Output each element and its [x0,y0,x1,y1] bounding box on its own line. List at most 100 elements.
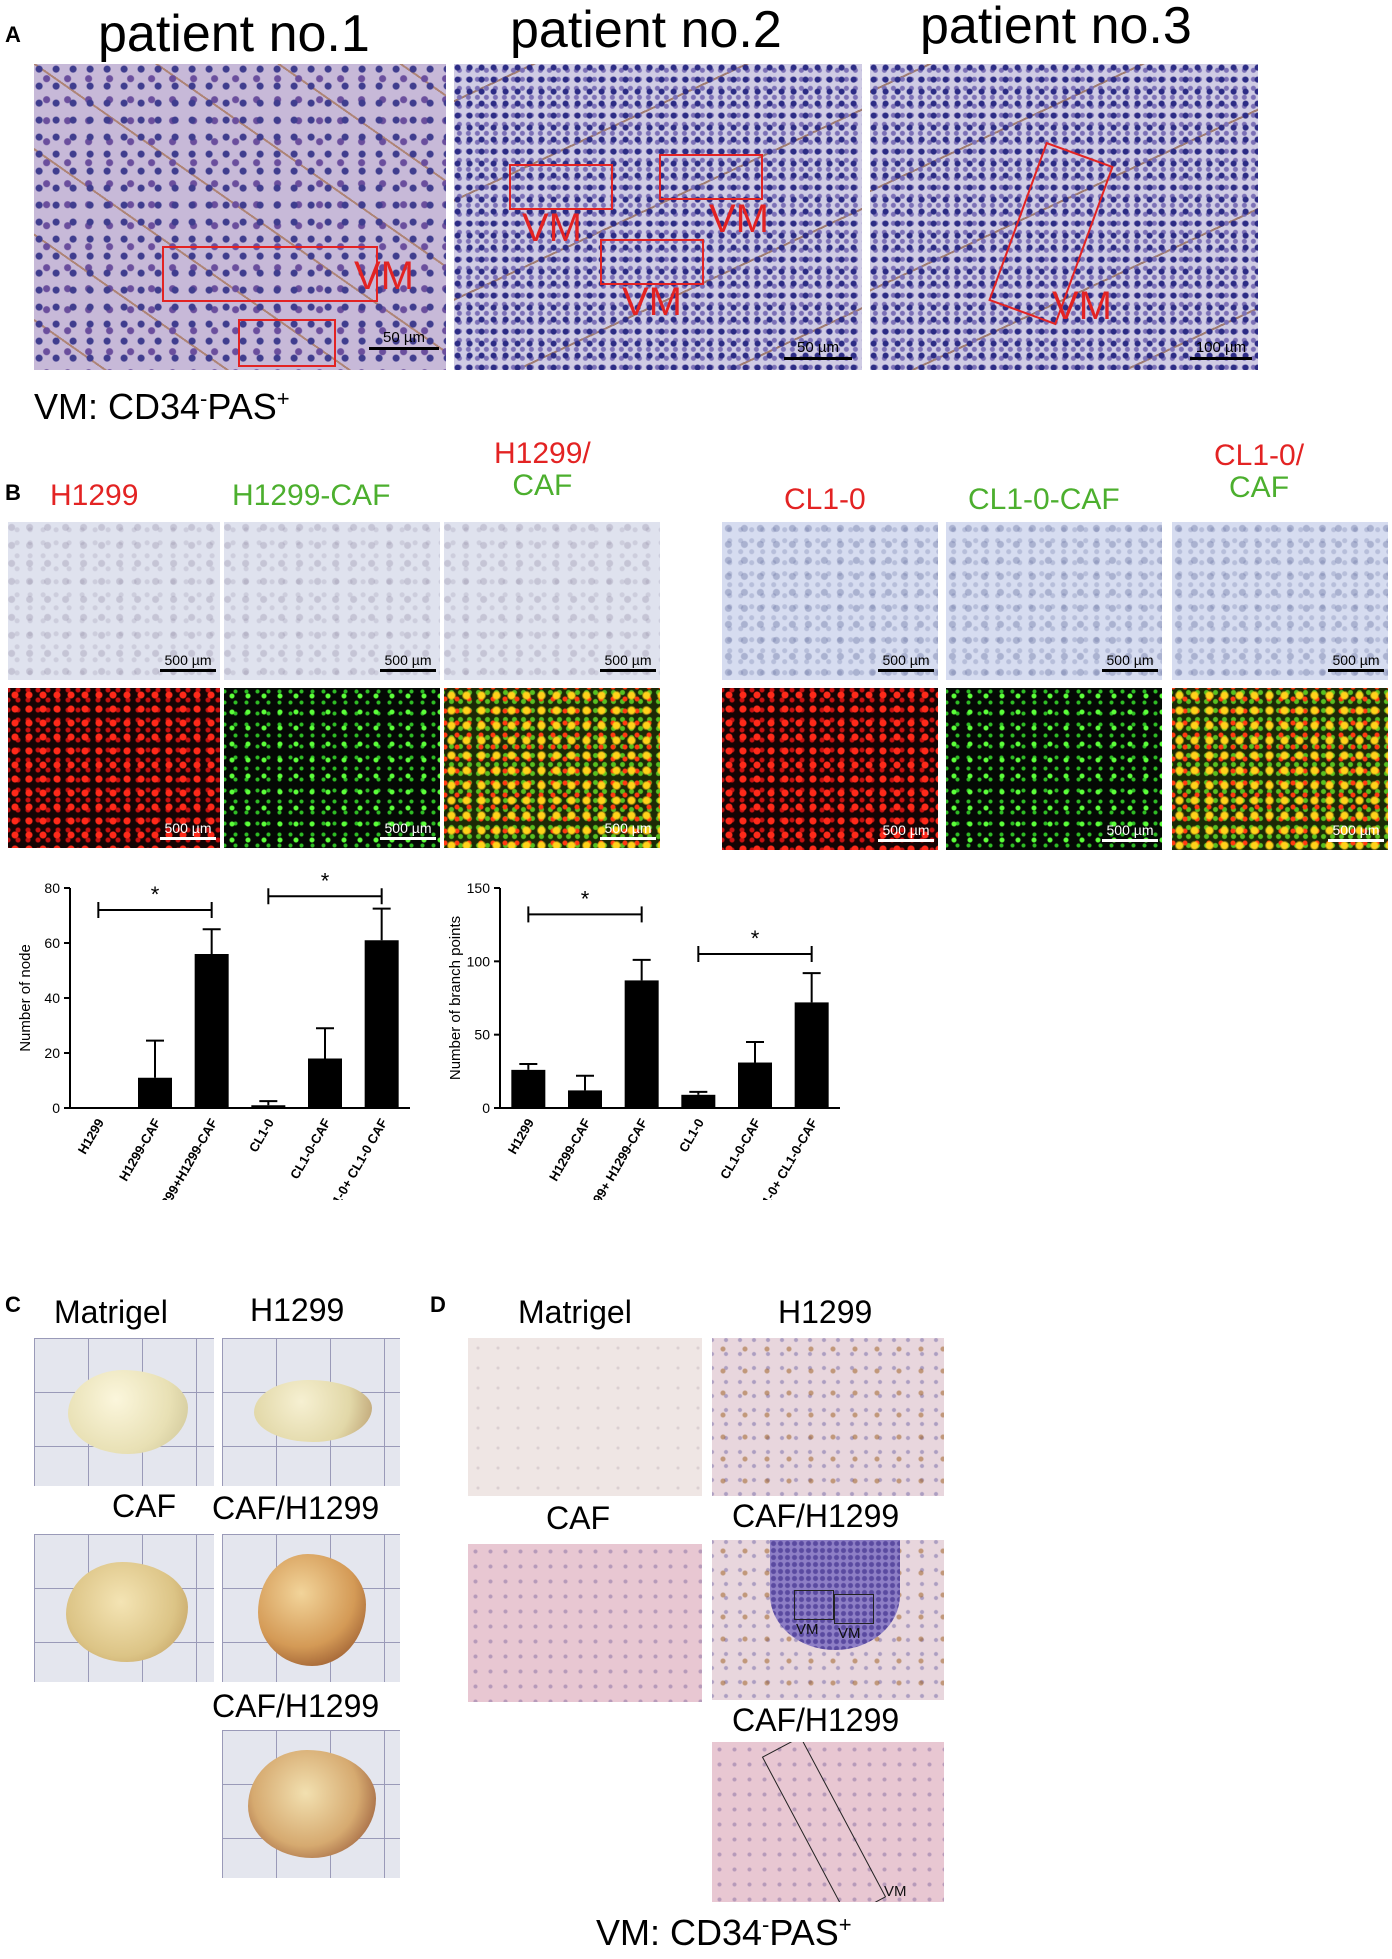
x-tick-label: CL1-0-CAF [717,1116,764,1182]
scale-bar: 50 µm [369,329,439,350]
y-tick-label: 60 [44,935,60,951]
scale-bar: 500 µm [1328,652,1384,672]
bar [194,954,229,1108]
bar [738,1062,772,1108]
vm-label: VM [522,206,582,250]
matrigel-plug-label: Matrigel [54,1294,168,1330]
x-tick-label: H1299 [505,1116,537,1157]
scale-bar: 100 µm [1190,339,1252,360]
panel-letter-b: B [5,480,21,505]
scale-bar: 500 µm [380,652,436,672]
vm-box [509,164,613,210]
caf-h1299-plug-label-2: CAF/H1299 [212,1688,380,1724]
cl10-caf-coculture-label: CL1-0/CAF [1214,439,1305,504]
significance-star: * [321,870,330,893]
caf-h1299-plug-photo [222,1534,400,1682]
vm-label: VM [884,1883,907,1900]
vm-box [659,154,763,200]
h1299-coculture-brightfield: 500 µm [444,522,660,680]
caf-h1299-ihc-label-2: CAF/H1299 [732,1702,900,1738]
bar [794,1002,829,1108]
y-tick-label: 100 [467,953,491,969]
x-tick-label: CL1-0-CAF [287,1116,334,1182]
patient-2-title: patient no.2 [510,1,782,59]
caf-h1299-ihc-image: VM VM [712,1540,944,1700]
x-tick-label: H1299-CAF [116,1116,164,1184]
patient-3-title: patient no.3 [920,0,1192,55]
significance-star: * [581,886,590,911]
x-tick-label: CL1-0 [676,1116,707,1155]
caf-ihc-label: CAF [546,1500,610,1536]
patient-2-image: VM VM VM 50 µm [454,64,862,370]
scale-bar: 500 µm [878,822,934,842]
matrigel-plug-photo [34,1338,214,1486]
matrigel-ihc-label: Matrigel [518,1294,632,1330]
h1299-label: H1299 [50,479,139,512]
y-tick-label: 20 [44,1045,60,1061]
vm-box [600,239,704,285]
bar [364,940,399,1108]
vm-label: VM [354,254,414,298]
h1299-caf-label: H1299-CAF [232,479,391,512]
y-tick-label: 150 [467,880,491,896]
cl10-brightfield: 500 µm [722,522,938,680]
caf-h1299-plug-label: CAF/H1299 [212,1490,380,1526]
cl10-label: CL1-0 [784,483,866,516]
panel-letter-a: A [5,22,21,47]
h1299-caf-fluorescence: 500 µm [224,688,440,848]
h1299-fluorescence: 500 µm [8,688,220,848]
patient-1-image: VM 50 µm [34,64,446,370]
x-tick-label: CL1-0 [246,1116,277,1155]
caf-h1299-ihc-label: CAF/H1299 [732,1498,900,1534]
bar [511,1069,546,1108]
h1299-coculture-fluorescence: 500 µm [444,688,660,848]
vm-box [162,246,378,302]
matrigel-ihc-image [468,1338,702,1496]
y-axis-label: Number of node [17,944,34,1052]
vm-label: VM [1052,284,1112,328]
scale-bar: 500 µm [600,652,656,672]
patient-1-title: patient no.1 [98,5,370,63]
caf-plug-photo [34,1534,214,1682]
vm-box [834,1594,874,1624]
vm-label: VM [709,197,769,241]
h1299-plug-label: H1299 [250,1292,345,1328]
scale-bar: 500 µm [160,820,216,840]
vm-box [794,1590,834,1620]
y-axis-label: Number of branch points [447,916,464,1080]
vm-box [761,1742,887,1902]
branch-points-chart: 0 50 100 150 Number of branch points H1299 H12… [447,880,840,1200]
scale-bar: 500 µm [380,820,436,840]
panel-d-caption: VM: CD34-PAS+ [596,1912,852,1953]
h1299-plug-photo [222,1338,400,1486]
bar [624,980,659,1108]
vm-label: VM [838,1625,861,1642]
bar [568,1090,602,1108]
vm-box [238,319,336,367]
panel-letter-d: D [430,1292,446,1317]
bar [138,1077,172,1108]
cl10-caf-brightfield: 500 µm [946,522,1162,680]
cl10-caf-fluorescence: 500 µm [946,688,1162,850]
caf-h1299-ihc-image-2: VM [712,1742,944,1902]
tumor-region [770,1540,900,1650]
y-tick-label: 80 [44,880,60,896]
scale-bar: 50 µm [784,339,852,360]
vm-label: VM [796,1621,819,1638]
caf-ihc-image [468,1544,702,1702]
patient-3-image: VM 100 µm [870,64,1258,370]
bar [251,1105,286,1108]
x-tick-label: CL1-0+ CL1-0 CAF [320,1116,390,1200]
cl10-coculture-brightfield: 500 µm [1172,522,1388,680]
cl10-fluorescence: 500 µm [722,688,938,850]
h1299-caf-brightfield: 500 µm [224,522,440,680]
significance-star: * [151,882,160,907]
significance-star: * [751,926,760,951]
x-tick-label: H1299-CAF [546,1116,594,1184]
bar [308,1058,342,1108]
scale-bar: 500 µm [878,652,934,672]
panel-letter-c: C [5,1292,21,1317]
h1299-ihc-image [712,1338,944,1496]
y-tick-label: 0 [482,1100,490,1116]
